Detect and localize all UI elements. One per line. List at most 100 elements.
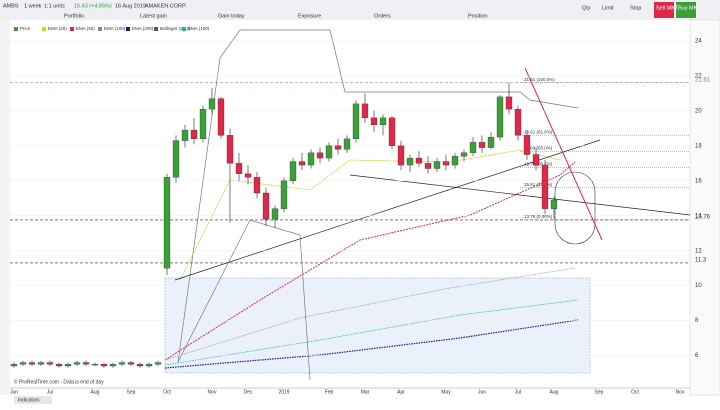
y-tick-label: 24 (695, 39, 702, 45)
menu[interactable]: Gain today (218, 13, 245, 19)
candle-body (262, 192, 270, 220)
candle-body (271, 208, 279, 220)
toolbar (0, 0, 720, 20)
candle-body (244, 173, 252, 178)
y-tick-label: 18 (695, 143, 702, 149)
legend-swatch (42, 27, 46, 31)
level-label: 11.3 (695, 257, 707, 263)
candle-body (379, 117, 387, 126)
candle-body (397, 145, 405, 166)
level-label: 13.76 (695, 215, 711, 221)
x-tick-label: Nov (208, 389, 217, 395)
candle-body (118, 362, 126, 365)
sell-button[interactable] (654, 2, 674, 18)
candle-body (505, 96, 513, 110)
candle-body (460, 152, 468, 157)
candle-body (163, 177, 171, 269)
candle-body (109, 364, 117, 367)
x-tick-label: Nov (676, 389, 685, 395)
x-tick-label: May (441, 389, 451, 395)
candle-body (199, 108, 207, 139)
fib-label: 13.76 (0.00%) (524, 214, 553, 219)
tab-label[interactable]: Indicators (18, 397, 40, 403)
candle-body (307, 152, 315, 166)
candle-body (289, 161, 297, 181)
y-tick-label: 20 (695, 108, 702, 114)
candle-body (91, 364, 99, 366)
candle-body (451, 156, 459, 166)
y-tick-label: 8 (695, 318, 699, 324)
limit[interactable]: Limit (602, 5, 614, 11)
x-tick-label: Jul (47, 389, 53, 395)
stop[interactable]: Stop (630, 5, 641, 11)
menu[interactable]: Position (468, 13, 488, 19)
menu[interactable]: Orders (374, 13, 391, 19)
overlays (164, 29, 691, 381)
candle-body (190, 129, 198, 139)
legend-label: EMA (20) (48, 26, 67, 31)
candle-body (325, 145, 333, 159)
candle-body (550, 199, 558, 209)
symbol[interactable]: AMBS (3, 3, 19, 9)
legend-swatch (154, 27, 158, 31)
tab[interactable] (14, 396, 52, 404)
period[interactable]: 1 week (24, 3, 42, 9)
legend-swatch (14, 27, 18, 31)
legend-label: EMA (50) (76, 26, 95, 31)
qty[interactable]: Qty (582, 5, 591, 11)
candle-body (478, 142, 486, 148)
candle-body (181, 129, 189, 141)
legend-swatch (182, 27, 186, 31)
candle-body (343, 138, 351, 150)
ema-200 (164, 319, 579, 369)
sell-label[interactable]: Sell MKT (656, 5, 679, 11)
candle-body (433, 161, 441, 169)
x-tick-label: Jul (515, 389, 521, 395)
y-tick-label: 14 (695, 213, 702, 219)
fib-label: 17.69 (50.0%) (524, 145, 553, 150)
candle-body (208, 98, 216, 110)
quote: 15.43 (+4.85%) (74, 3, 112, 9)
candle-body (361, 103, 369, 119)
x-tick-label: Aug (91, 389, 100, 395)
candle-body (19, 362, 27, 365)
x-tick-label: Sep (595, 389, 604, 395)
legend-swatch (98, 27, 102, 31)
legend-label: EMA (100) (104, 26, 126, 31)
candle-body (253, 177, 261, 194)
selection-zone (164, 277, 591, 374)
candle-body (352, 103, 360, 139)
company: AMAKEN CORP. (145, 3, 187, 9)
menu[interactable]: Portfolio (64, 13, 84, 19)
candle-body (496, 96, 504, 138)
copyright: © ProRealTime.com - Data is end of day (14, 378, 104, 385)
candle-body (415, 157, 423, 164)
units[interactable]: 1:1 units (44, 3, 65, 9)
candle-body (55, 364, 63, 367)
candle-body (127, 362, 135, 365)
menu[interactable]: Exposure (298, 13, 321, 19)
date: 16 Aug 2019 (115, 3, 146, 9)
ema-100b (164, 299, 579, 366)
candle-body (172, 140, 180, 178)
candle-body (424, 163, 432, 169)
y-tick-label: 22 (695, 74, 702, 80)
y-tick-label: 6 (695, 353, 699, 359)
candle-body (154, 362, 162, 365)
side-toolbar (0, 20, 10, 395)
y-tick-label: 10 (695, 283, 702, 289)
y-tick-label: 16 (695, 178, 702, 184)
trendline-support (174, 139, 601, 281)
candle-body (28, 362, 36, 365)
x-tick-label: Feb (325, 389, 334, 395)
menu[interactable]: Latest gain (140, 13, 167, 19)
candle-body (217, 98, 225, 136)
y-tick-label: 12 (695, 248, 702, 254)
x-tick-label: Apr (397, 389, 405, 395)
candle-body (37, 362, 45, 365)
buy-button[interactable] (676, 2, 696, 18)
ema-50 (164, 161, 576, 361)
buy-label[interactable]: Buy MKT (678, 5, 701, 11)
candle-body (145, 364, 153, 367)
